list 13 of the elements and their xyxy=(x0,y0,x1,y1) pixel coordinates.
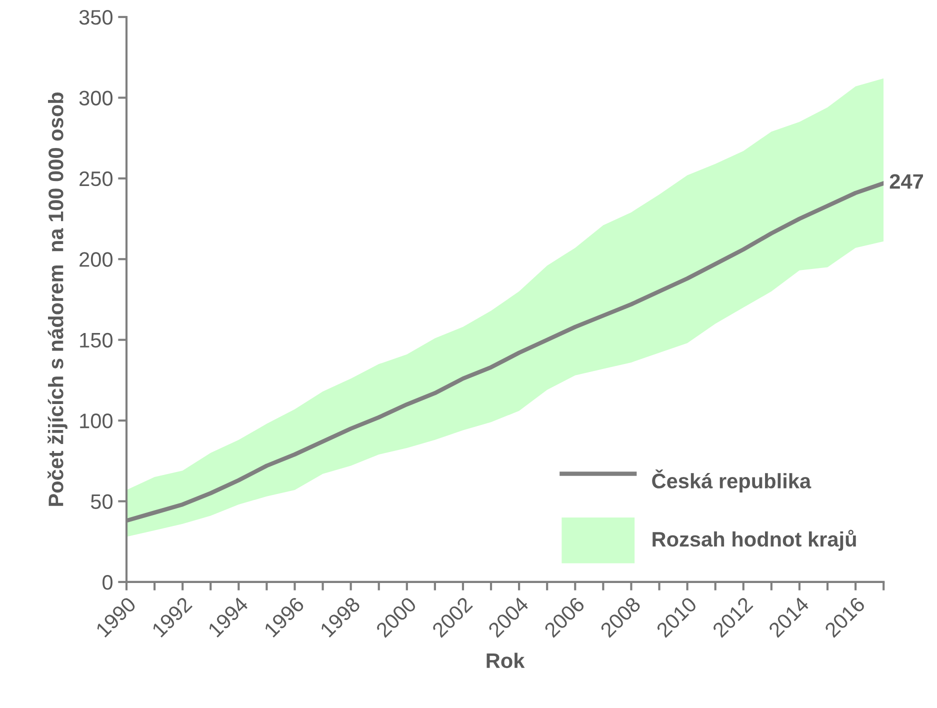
y-tick-label: 200 xyxy=(80,252,112,267)
y-tick-label: 50 xyxy=(90,494,112,510)
y-tick-label: 150 xyxy=(80,332,112,348)
annotation: Rozsah hodnot krajů xyxy=(652,530,856,551)
y-tick-label: 250 xyxy=(80,171,112,186)
y-axis-title: Počet žijících s nádorem na 100 000 osob xyxy=(48,92,68,506)
y-tick-label: 300 xyxy=(79,90,112,106)
x-axis-title: Rok xyxy=(486,652,525,668)
y-tick-label: 100 xyxy=(80,414,112,428)
y-tick-label: 0 xyxy=(102,574,112,590)
annotation: 247 xyxy=(890,174,923,189)
legend-label: Česká republika xyxy=(652,470,812,493)
y-tick-label: 350 xyxy=(79,10,112,25)
